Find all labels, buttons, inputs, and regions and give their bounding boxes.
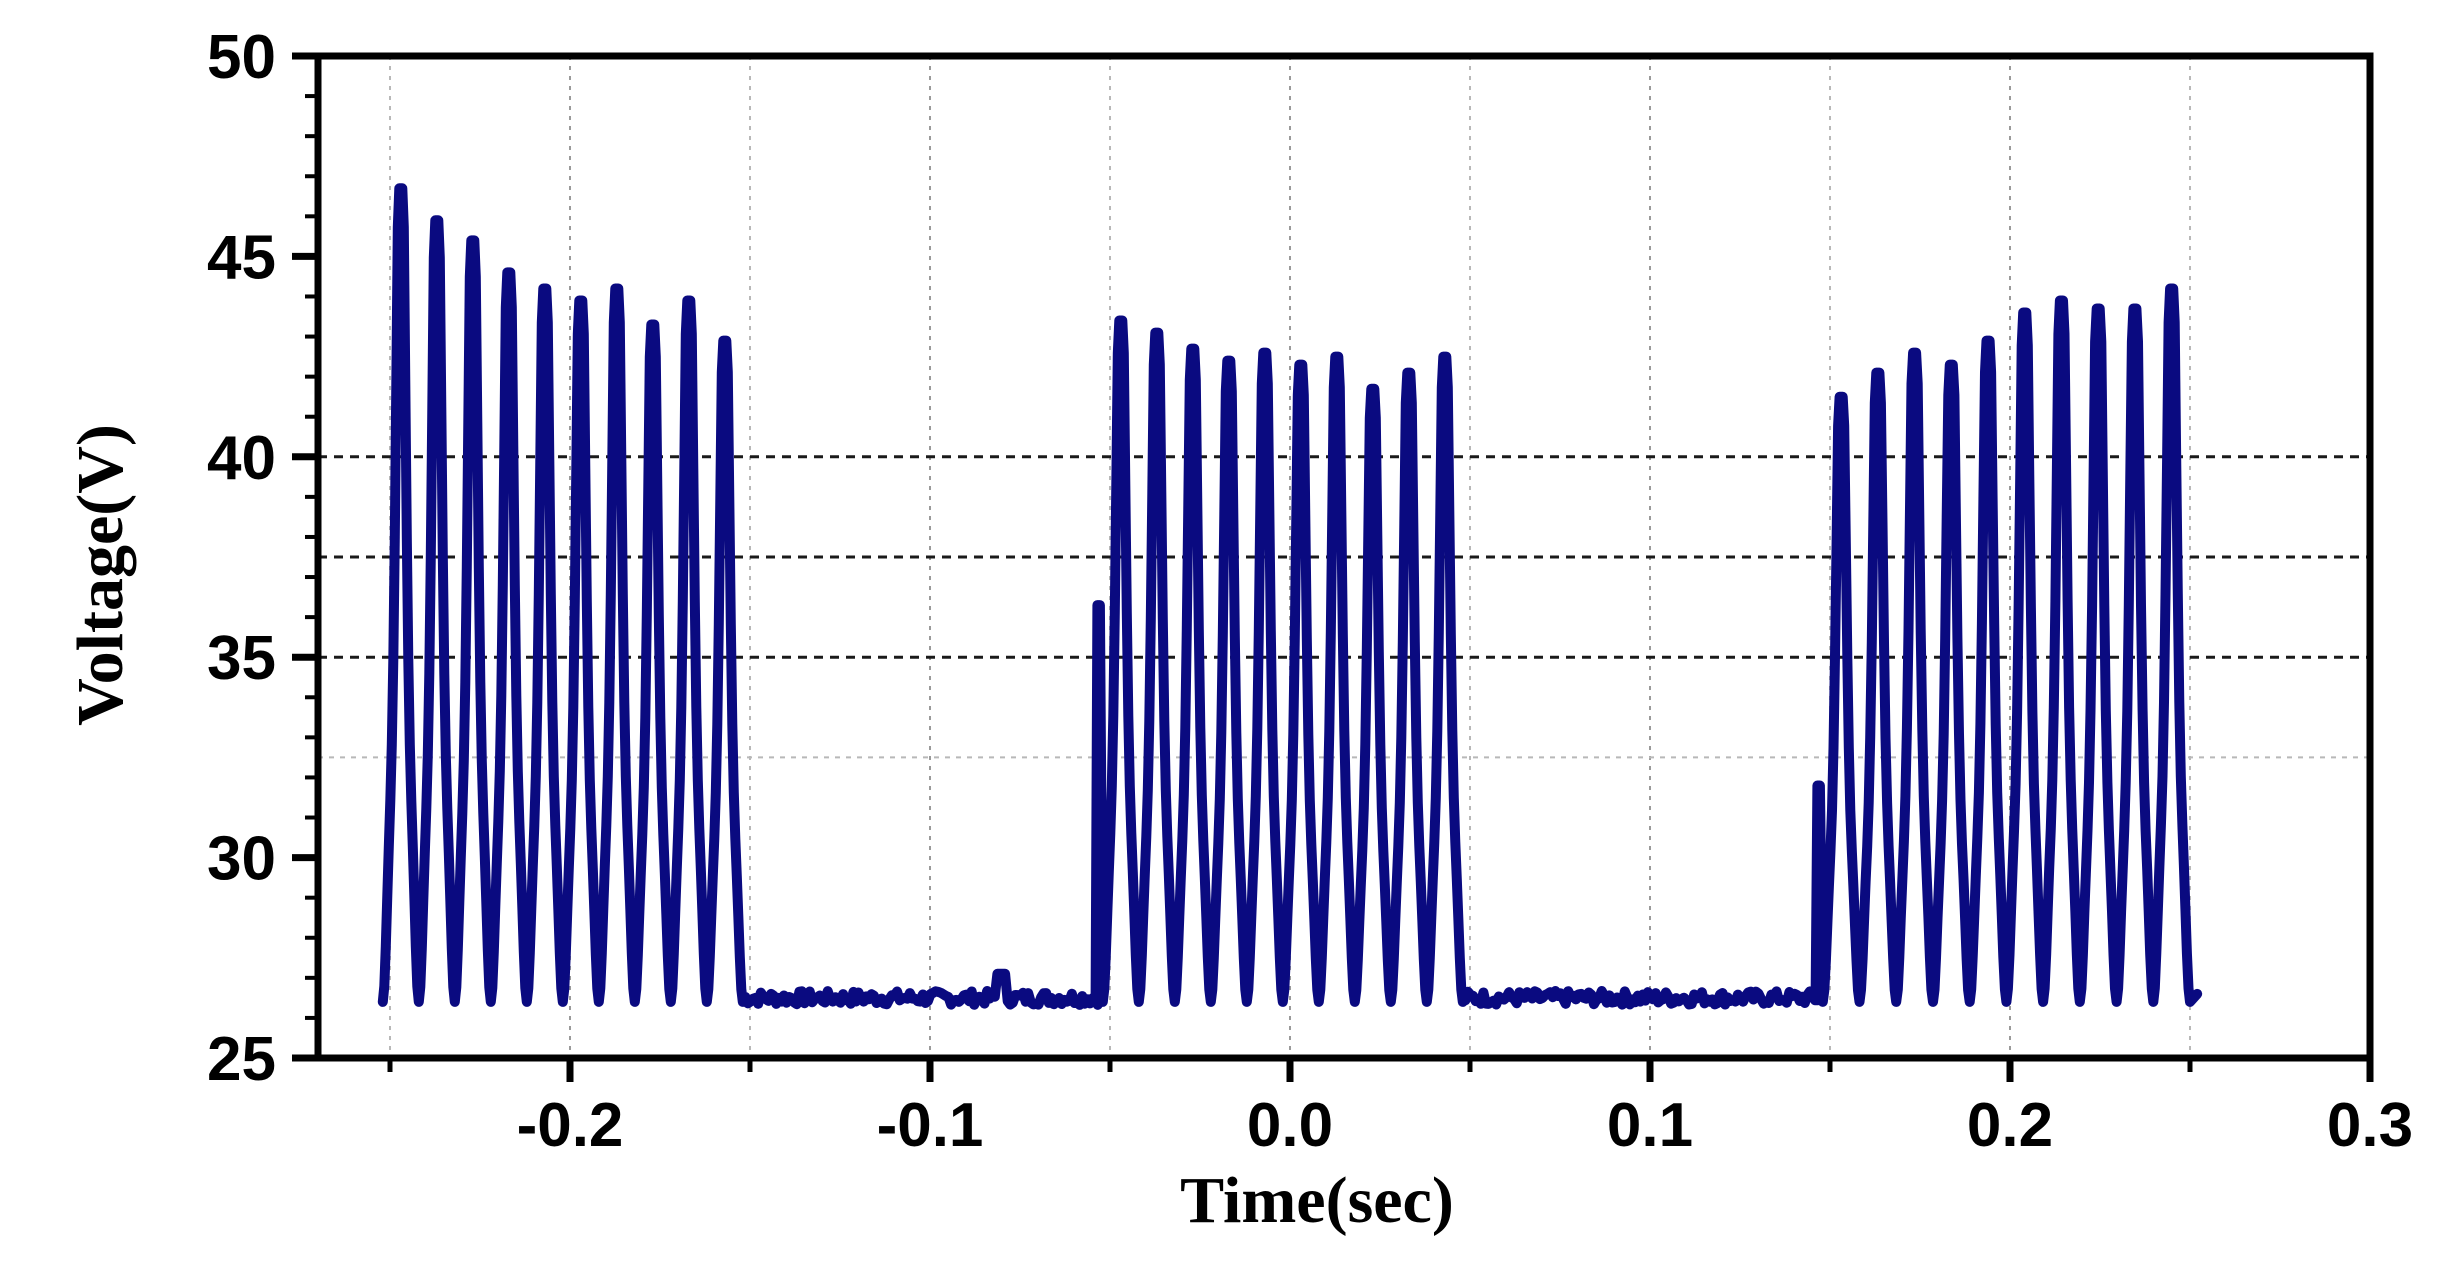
x-tick-label: 0.1	[1607, 1091, 1693, 1160]
voltage-series-line	[377, 183, 2203, 1010]
labels-layer: 25 30 35 40 45 50 -0.2 -0.1 0.0 0.1 0.2 0.3	[207, 23, 2413, 1160]
x-tick-label: 0.2	[1967, 1091, 2053, 1160]
y-tick-label: 40	[207, 424, 276, 493]
plot-frame	[314, 52, 2374, 1062]
y-tick-label: 35	[207, 624, 276, 693]
x-tick-label: 0.3	[2327, 1091, 2413, 1160]
series-layer	[377, 183, 2203, 1010]
y-tick-label: 30	[207, 825, 276, 894]
y-tick-label: 50	[207, 23, 276, 92]
y-tick-label: 25	[207, 1025, 276, 1094]
y-tick-label: 45	[207, 223, 276, 292]
x-tick-label: -0.2	[517, 1091, 624, 1160]
x-axis-title: Time(sec)	[1180, 1164, 1454, 1237]
x-tick-label: 0.0	[1247, 1091, 1333, 1160]
x-tick-label: -0.1	[877, 1091, 984, 1160]
ticks-layer	[292, 52, 2374, 1082]
y-axis-title: Voltage(V)	[64, 424, 137, 726]
